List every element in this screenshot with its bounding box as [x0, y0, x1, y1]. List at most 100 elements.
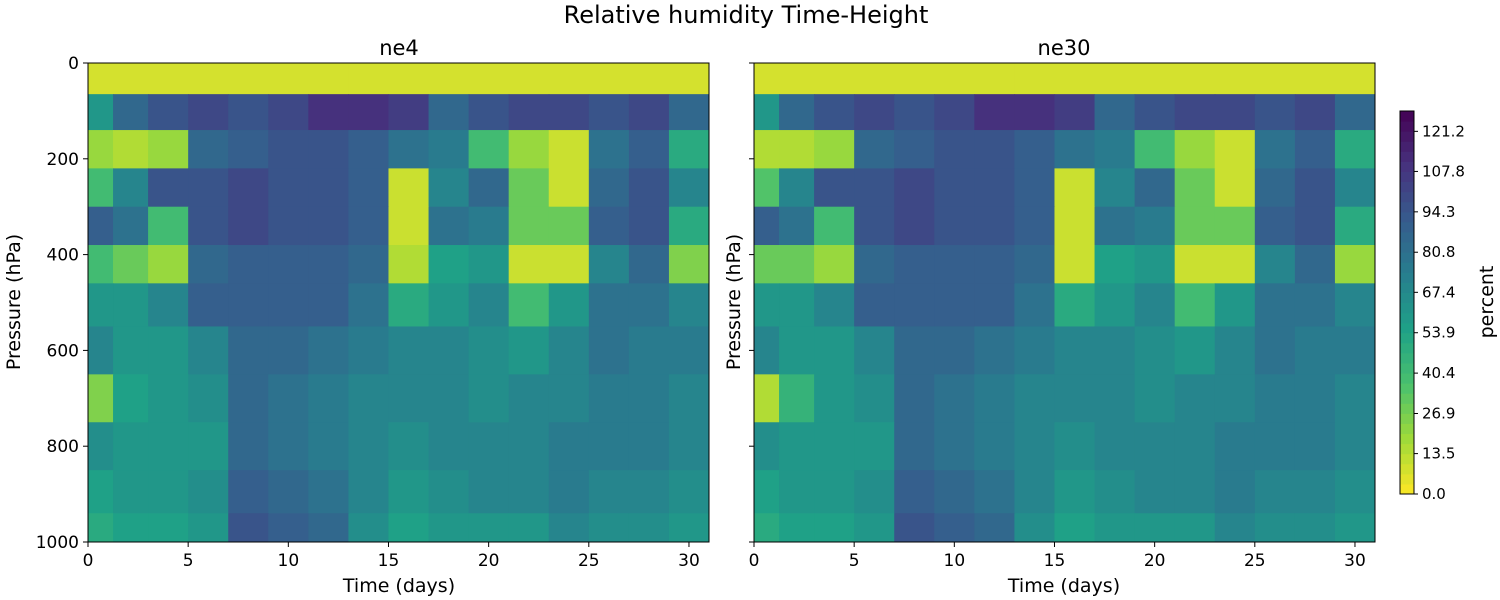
x-tick-label: 20: [478, 551, 500, 571]
heatmap-cell: [1094, 245, 1136, 284]
colorbar-band: [1400, 342, 1414, 354]
colorbar-band: [1400, 302, 1414, 314]
heatmap-cell: [428, 94, 470, 131]
heatmap-cell: [974, 245, 1016, 284]
heatmap-cell: [628, 470, 670, 514]
heatmap-cell: [934, 283, 975, 328]
heatmap-cell: [1094, 374, 1136, 423]
heatmap-cell: [88, 206, 114, 246]
colorbar-band: [1400, 262, 1414, 273]
heatmap-cell: [268, 470, 309, 514]
heatmap-cell: [814, 374, 855, 423]
y-tick-label: 600: [47, 341, 79, 361]
heatmap-cell: [388, 130, 430, 169]
heatmap-cell: [1254, 63, 1296, 95]
heatmap-cell: [268, 422, 309, 471]
heatmap-cell: [854, 168, 895, 208]
x-tick-label: 30: [1344, 551, 1366, 571]
colorbar-band: [1400, 393, 1414, 404]
heatmap-cell: [934, 470, 975, 514]
heatmap-cell: [348, 63, 390, 95]
heatmap-cell: [628, 130, 670, 169]
heatmap-cell: [188, 326, 229, 375]
heatmap-cell: [1214, 422, 1256, 471]
colorbar-band: [1400, 483, 1414, 495]
colorbar-tick-label: 107.8: [1422, 162, 1465, 180]
axes-frame: [87, 62, 710, 543]
heatmap-cell: [1094, 422, 1136, 471]
heatmap-cell: [348, 422, 390, 471]
heatmap-cell: [1174, 374, 1216, 423]
heatmap-cell: [668, 63, 709, 95]
heatmap-cell: [268, 63, 309, 95]
heatmap-cell: [348, 206, 390, 246]
heatmap-cell: [1334, 283, 1375, 328]
heatmap-cell: [628, 168, 670, 208]
heatmap-cell: [113, 94, 149, 131]
heatmap-cell: [894, 422, 935, 471]
heatmap-cell: [668, 422, 709, 471]
heatmap-cell: [1094, 94, 1136, 131]
heatmap-cell: [228, 326, 269, 375]
heatmap-cell: [1094, 63, 1136, 95]
colorbar-frame: [1399, 110, 1415, 495]
colorbar-bands: [1400, 111, 1414, 495]
heatmap-cell: [1294, 470, 1336, 514]
heatmap-cell: [1214, 130, 1256, 169]
heatmap-cell: [1254, 326, 1296, 375]
heatmap-cell: [754, 130, 780, 169]
heatmap-cell: [779, 130, 815, 169]
heatmap-cell: [779, 374, 815, 423]
colorbar-band: [1400, 413, 1414, 424]
heatmap-cell: [348, 168, 390, 208]
heatmap-cell: [1014, 470, 1056, 514]
heatmap-cell: [1014, 168, 1056, 208]
heatmap-cell: [1054, 513, 1096, 542]
heatmap-cell: [388, 422, 430, 471]
heatmap-cell: [668, 513, 709, 542]
x-tick-label: 15: [1044, 551, 1066, 571]
colorbar-band: [1400, 231, 1414, 243]
heatmap-cell: [628, 326, 670, 375]
heatmap-cell: [228, 63, 269, 95]
heatmap-cell: [88, 245, 114, 284]
heatmap-cell: [1054, 206, 1096, 246]
heatmap-cell: [668, 326, 709, 375]
heatmap-cell: [268, 94, 309, 131]
heatmap-cell: [1254, 168, 1296, 208]
colorbar: 0.0 13.5 26.9 40.4 53.9 67.4 80.8 94.3 107.8 121.…: [1399, 110, 1498, 503]
heatmap-cell: [188, 283, 229, 328]
colorbar-band: [1400, 373, 1414, 384]
colorbar-band: [1400, 322, 1414, 334]
heatmap-cell: [1014, 422, 1056, 471]
heatmap-cell: [588, 326, 630, 375]
heatmap-cell: [88, 283, 114, 328]
heatmap-cell: [934, 513, 975, 542]
heatmap-cell: [148, 326, 189, 375]
heatmap-cell: [588, 374, 630, 423]
heatmap-cell: [428, 326, 470, 375]
heatmap-cell: [754, 283, 780, 328]
heatmap-cell: [754, 245, 780, 284]
heatmap-cell: [1214, 63, 1256, 95]
heatmap-cell: [1054, 130, 1096, 169]
x-ticks: 0 5 10 15 20 25 30: [749, 542, 1366, 571]
heatmap-cell: [814, 422, 855, 471]
heatmap-cell: [1134, 245, 1176, 284]
heatmap-cell: [1014, 374, 1056, 423]
heatmap-cell: [468, 245, 510, 284]
heatmap-cell: [668, 470, 709, 514]
colorbar-band: [1400, 171, 1414, 183]
colorbar-tick-label: 94.3: [1422, 203, 1455, 221]
heatmap-cell: [113, 130, 149, 169]
colorbar-band: [1400, 362, 1414, 374]
heatmap-cell: [268, 206, 309, 246]
heatmap-cell: [188, 470, 229, 514]
heatmap-cell: [934, 206, 975, 246]
heatmap-cell: [388, 245, 430, 284]
heatmap-cell: [388, 326, 430, 375]
colorbar-band: [1400, 352, 1414, 364]
heatmap-cell: [1134, 206, 1176, 246]
y-axis-label: Pressure (hPa): [3, 234, 25, 370]
colorbar-tick-label: 67.4: [1422, 283, 1455, 301]
